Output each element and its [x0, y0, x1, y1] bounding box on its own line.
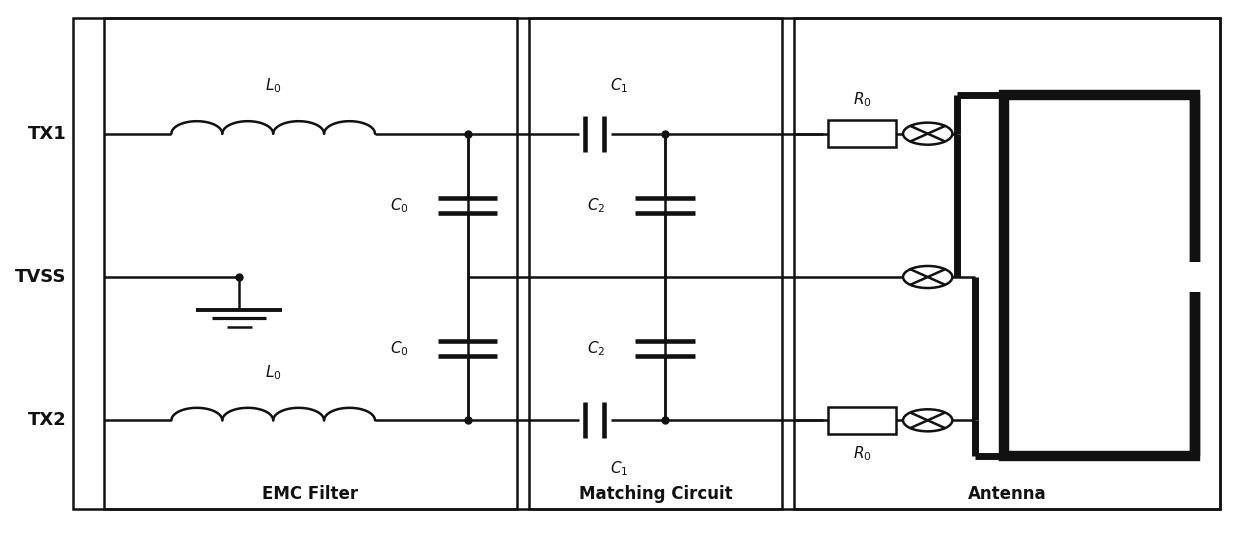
Text: $C_2$: $C_2$: [588, 339, 605, 358]
Text: $L_0$: $L_0$: [265, 76, 281, 95]
Circle shape: [903, 409, 952, 432]
Bar: [1180, 262, 1208, 292]
Bar: [104, 18, 517, 509]
Text: $C_1$: $C_1$: [610, 459, 629, 478]
Text: EMC Filter: EMC Filter: [262, 485, 358, 503]
Bar: [828, 407, 897, 434]
Text: $L_0$: $L_0$: [265, 363, 281, 382]
Text: TVSS: TVSS: [15, 268, 67, 286]
Text: $R_0$: $R_0$: [853, 91, 872, 110]
Text: $C_1$: $C_1$: [610, 76, 629, 95]
Bar: [828, 120, 897, 147]
Text: $C_2$: $C_2$: [588, 196, 605, 215]
Bar: [529, 18, 782, 509]
Text: $C_0$: $C_0$: [389, 339, 408, 358]
Circle shape: [903, 266, 952, 288]
Text: Antenna: Antenna: [968, 485, 1047, 503]
Text: TX1: TX1: [27, 125, 67, 143]
Bar: [795, 18, 1220, 509]
Circle shape: [903, 122, 952, 145]
Text: TX2: TX2: [27, 411, 67, 429]
Text: Matching Circuit: Matching Circuit: [579, 485, 733, 503]
Bar: [1004, 95, 1195, 456]
Text: $C_0$: $C_0$: [389, 196, 408, 215]
Bar: [73, 18, 1220, 509]
Text: $R_0$: $R_0$: [853, 444, 872, 463]
